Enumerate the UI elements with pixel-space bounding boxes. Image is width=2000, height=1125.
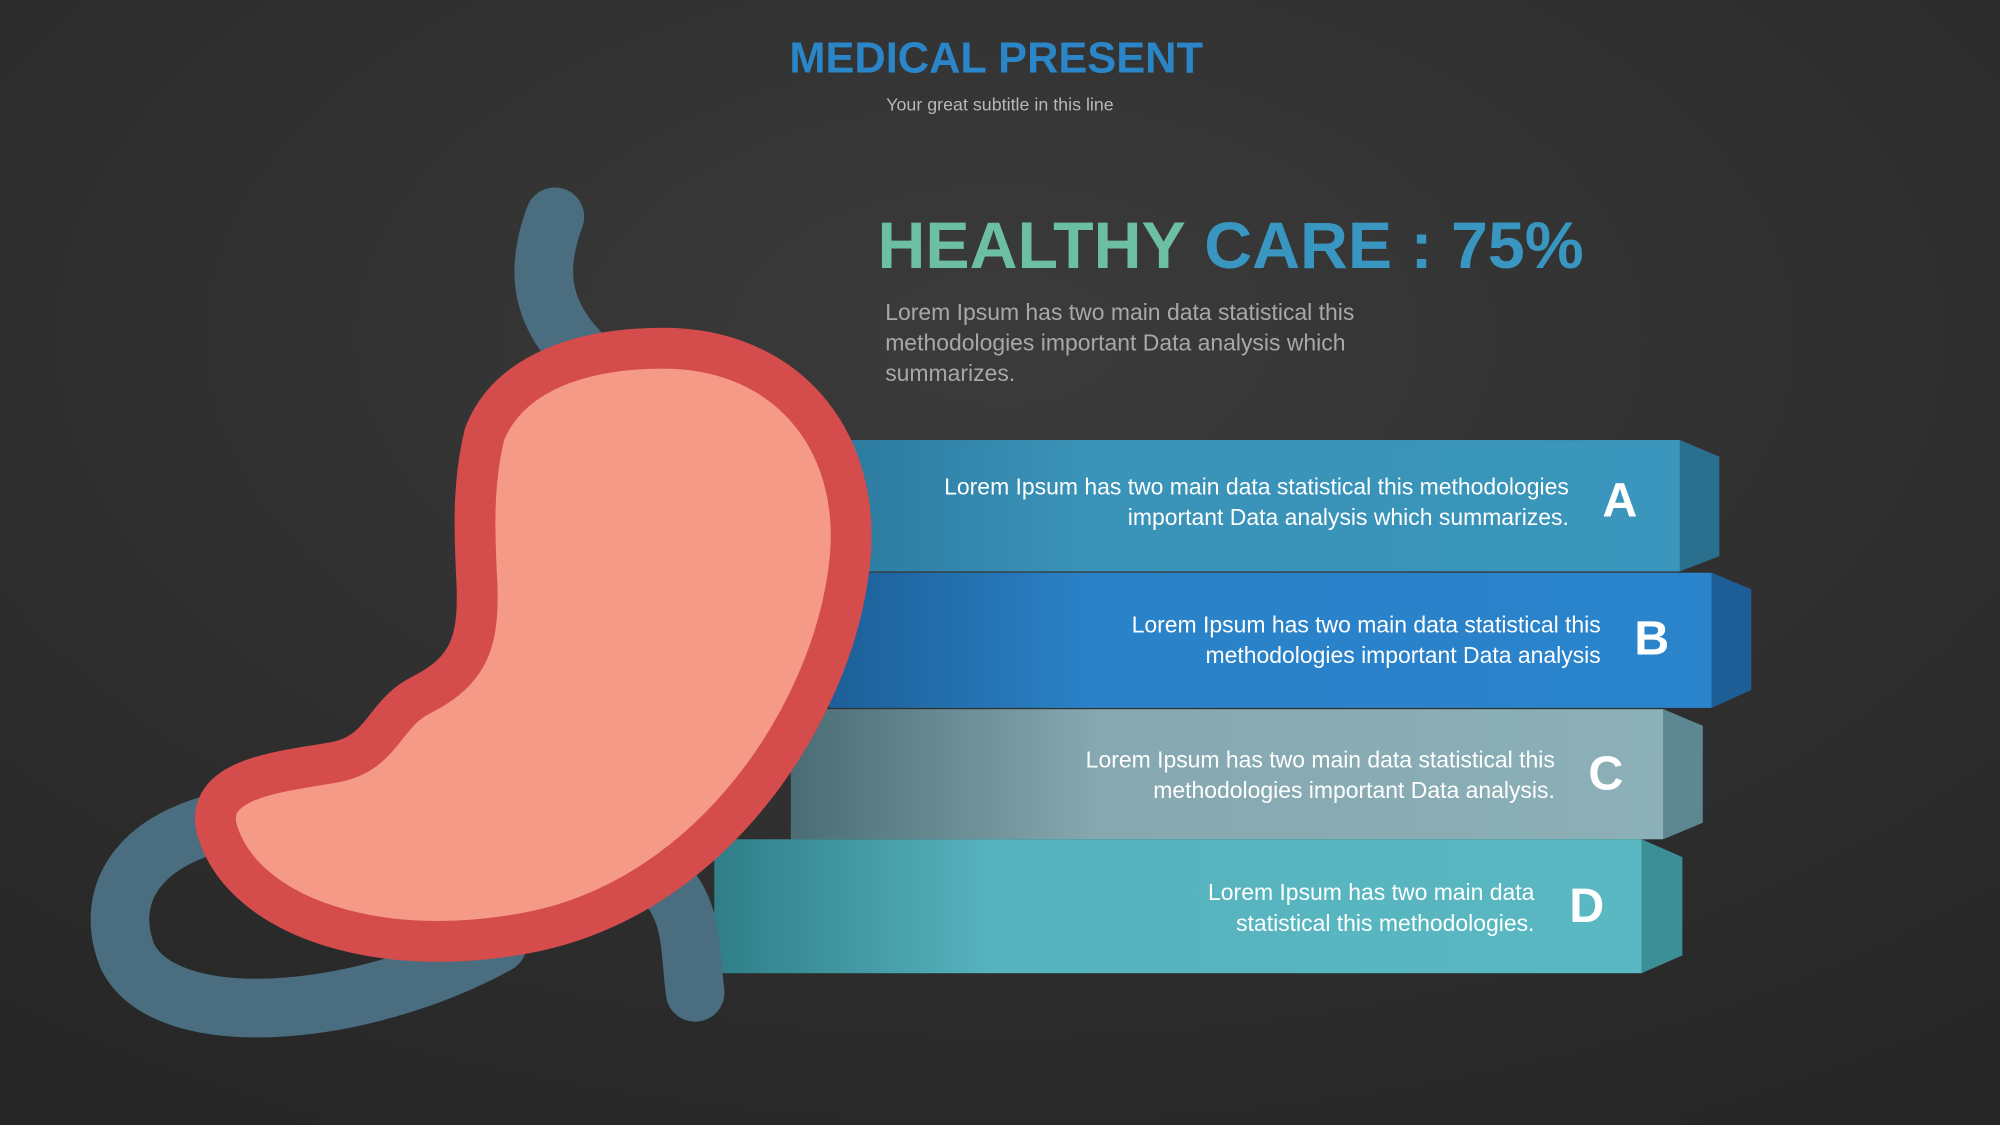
stomach-illustration — [90, 187, 872, 1038]
bar-cap — [1641, 839, 1683, 974]
headline: HEALTHY CARE : 75% — [878, 209, 1584, 283]
bar — [829, 572, 1712, 708]
bar-cap — [1711, 572, 1752, 708]
item-text: Lorem Ipsum has two main data statistica… — [944, 474, 1569, 500]
item-text: statistical this methodologies. — [1236, 910, 1534, 936]
item-text: Lorem Ipsum has two main data — [1208, 879, 1535, 905]
item-letter: B — [1634, 611, 1669, 665]
headline-part: HEALTHY — [878, 209, 1186, 283]
bar-cap — [1679, 440, 1720, 572]
bar — [835, 440, 1680, 572]
item-text: important Data analysis which summarizes… — [1128, 504, 1569, 530]
item-letter: D — [1569, 879, 1604, 933]
bars — [714, 440, 1752, 974]
bar — [714, 839, 1642, 974]
item-letter: C — [1588, 747, 1623, 801]
description-line: summarizes. — [885, 360, 1015, 386]
stomach — [195, 327, 872, 962]
item-text: methodologies important Data analysis. — [1153, 777, 1555, 803]
headline-part: CARE : 75% — [1204, 209, 1584, 283]
subtitle: Your great subtitle in this line — [886, 95, 1114, 115]
item-letter: A — [1602, 474, 1637, 528]
item-text: Lorem Ipsum has two main data statistica… — [1086, 747, 1555, 773]
title: MEDICAL PRESENT — [789, 35, 1203, 83]
bar — [790, 709, 1664, 840]
description-line: Lorem Ipsum has two main data statistica… — [885, 299, 1354, 325]
item-text: methodologies important Data analysis — [1206, 642, 1601, 668]
description-line: methodologies important Data analysis wh… — [885, 329, 1345, 355]
description: Lorem Ipsum has two main data statistica… — [885, 299, 1354, 386]
bar-labels: Lorem Ipsum has two main data statistica… — [944, 474, 1669, 936]
item-text: Lorem Ipsum has two main data statistica… — [1132, 611, 1601, 637]
bar-cap — [1663, 709, 1703, 840]
intestine — [90, 786, 527, 1038]
